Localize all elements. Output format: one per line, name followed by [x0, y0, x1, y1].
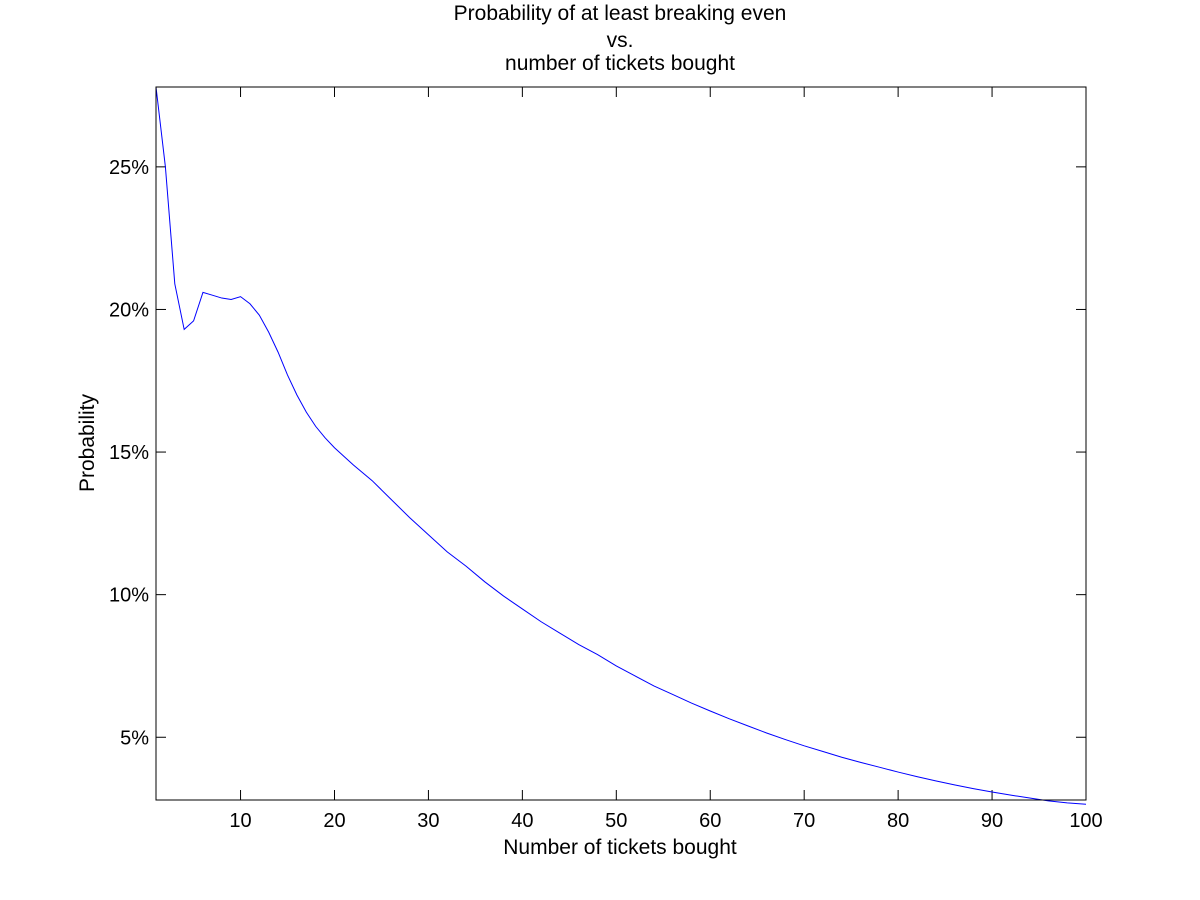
- y-tick-label: 5%: [120, 727, 149, 749]
- x-tick-label: 30: [417, 810, 439, 832]
- x-tick-label: 60: [699, 810, 721, 832]
- chart-title-line-2: vs.: [607, 29, 634, 52]
- plot-background: [156, 87, 1086, 800]
- x-axis-ticks: 10 20 30 40 50 60 70 80 90 100: [229, 87, 1103, 832]
- x-tick-label: 70: [793, 810, 815, 832]
- series-line: [155, 86, 1087, 805]
- y-tick-label: 20%: [109, 299, 149, 321]
- x-tick-label: 40: [511, 810, 533, 832]
- x-tick-label: 50: [605, 810, 627, 832]
- x-tick-label: 20: [323, 810, 345, 832]
- y-tick-label: 15%: [109, 442, 149, 464]
- x-axis-label: Number of tickets bought: [503, 836, 737, 859]
- y-axis-label: Probability: [76, 393, 99, 492]
- y-tick-label: 25%: [109, 157, 149, 179]
- x-tick-label: 10: [229, 810, 251, 832]
- x-tick-label: 80: [887, 810, 909, 832]
- chart-title-line-3: number of tickets bought: [505, 52, 735, 75]
- plot-frame: [155, 86, 1087, 801]
- x-tick-label: 100: [1069, 810, 1102, 832]
- chart-title-line-1: Probability of at least breaking even: [454, 2, 787, 25]
- y-axis-ticks: 5% 10% 15% 20% 25%: [109, 157, 1086, 749]
- x-tick-label: 90: [981, 810, 1003, 832]
- y-tick-label: 10%: [109, 585, 149, 607]
